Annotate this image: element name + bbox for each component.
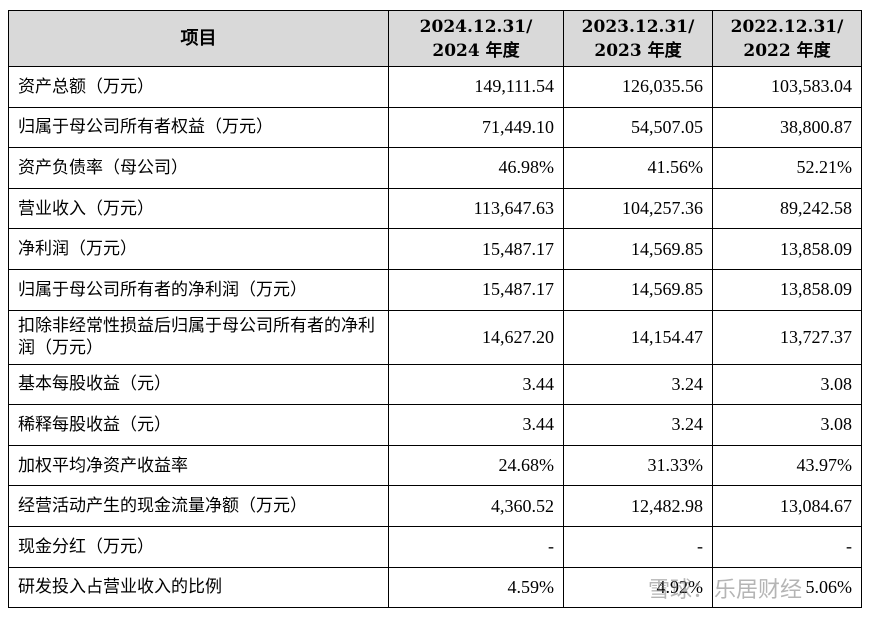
- table-row: 净利润（万元） 15,487.17 14,569.85 13,858.09: [8, 228, 862, 270]
- row-label: 资产总额（万元）: [8, 66, 389, 108]
- header-2022: 2022.12.31/2022 年度: [712, 10, 862, 67]
- row-value: 24.68%: [388, 444, 564, 487]
- table-row: 研发投入占营业收入的比例 4.59% 4.92% 5.06%: [8, 566, 862, 609]
- row-value: 71,449.10: [388, 106, 564, 149]
- row-label: 归属于母公司所有者的净利润（万元）: [8, 268, 389, 311]
- row-value: 12,482.98: [563, 485, 713, 527]
- row-value: 14,627.20: [388, 309, 564, 365]
- row-value: 13,858.09: [712, 268, 862, 311]
- row-value: 103,583.04: [712, 66, 862, 108]
- row-label: 扣除非经常性损益后归属于母公司所有者的净利润（万元）: [8, 309, 389, 365]
- row-label: 基本每股收益（元）: [8, 363, 389, 406]
- row-value: 3.08: [712, 363, 862, 406]
- row-value: 104,257.36: [563, 187, 713, 230]
- row-value: -: [712, 525, 862, 568]
- row-value: 5.06%: [712, 566, 862, 609]
- row-label: 归属于母公司所有者权益（万元）: [8, 106, 389, 149]
- row-value: 4.92%: [563, 566, 713, 609]
- table-row: 营业收入（万元） 113,647.63 104,257.36 89,242.58: [8, 187, 862, 230]
- row-label: 加权平均净资产收益率: [8, 444, 389, 487]
- row-value: 13,084.67: [712, 485, 862, 527]
- table-row: 经营活动产生的现金流量净额（万元） 4,360.52 12,482.98 13,084…: [8, 485, 862, 527]
- row-value: 52.21%: [712, 147, 862, 189]
- table-row: 资产总额（万元） 149,111.54 126,035.56 103,583.04: [8, 66, 862, 108]
- financial-indicators-table: 项目 2024.12.31/2024 年度 2023.12.31/2023 年度…: [8, 10, 862, 609]
- row-value: 149,111.54: [388, 66, 564, 108]
- row-value: 3.08: [712, 404, 862, 446]
- row-label: 经营活动产生的现金流量净额（万元）: [8, 485, 389, 527]
- header-item: 项目: [8, 10, 389, 67]
- row-value: 13,727.37: [712, 309, 862, 365]
- row-value: 3.44: [388, 404, 564, 446]
- row-label: 现金分红（万元）: [8, 525, 389, 568]
- row-value: 14,154.47: [563, 309, 713, 365]
- row-label: 资产负债率（母公司）: [8, 147, 389, 189]
- table-row: 归属于母公司所有者权益（万元） 71,449.10 54,507.05 38,800.…: [8, 106, 862, 149]
- row-value: 3.24: [563, 363, 713, 406]
- table-row: 加权平均净资产收益率 24.68% 31.33% 43.97%: [8, 444, 862, 487]
- row-label: 研发投入占营业收入的比例: [8, 566, 389, 609]
- row-value: 14,569.85: [563, 268, 713, 311]
- header-row: 项目 2024.12.31/2024 年度 2023.12.31/2023 年度…: [8, 10, 862, 67]
- row-value: 15,487.17: [388, 228, 564, 270]
- row-value: 43.97%: [712, 444, 862, 487]
- table-row: 归属于母公司所有者的净利润（万元） 15,487.17 14,569.85 13,85…: [8, 268, 862, 311]
- row-value: 3.24: [563, 404, 713, 446]
- table-row: 稀释每股收益（元） 3.44 3.24 3.08: [8, 404, 862, 446]
- row-label: 净利润（万元）: [8, 228, 389, 270]
- row-value: -: [388, 525, 564, 568]
- row-value: 126,035.56: [563, 66, 713, 108]
- row-value: 54,507.05: [563, 106, 713, 149]
- row-value: 41.56%: [563, 147, 713, 189]
- row-value: 46.98%: [388, 147, 564, 189]
- row-value: 89,242.58: [712, 187, 862, 230]
- row-value: 13,858.09: [712, 228, 862, 270]
- table-row: 基本每股收益（元） 3.44 3.24 3.08: [8, 363, 862, 406]
- row-label: 稀释每股收益（元）: [8, 404, 389, 446]
- row-value: 4,360.52: [388, 485, 564, 527]
- table-row: 资产负债率（母公司） 46.98% 41.56% 52.21%: [8, 147, 862, 189]
- row-value: 4.59%: [388, 566, 564, 609]
- row-value: 15,487.17: [388, 268, 564, 311]
- row-value: 14,569.85: [563, 228, 713, 270]
- header-2024: 2024.12.31/2024 年度: [388, 10, 564, 67]
- row-value: 113,647.63: [388, 187, 564, 230]
- row-label: 营业收入（万元）: [8, 187, 389, 230]
- row-value: 31.33%: [563, 444, 713, 487]
- table-row: 现金分红（万元） - - -: [8, 525, 862, 568]
- row-value: 3.44: [388, 363, 564, 406]
- table-row: 扣除非经常性损益后归属于母公司所有者的净利润（万元） 14,627.20 14,15…: [8, 309, 862, 365]
- header-2023: 2023.12.31/2023 年度: [563, 10, 713, 67]
- row-value: 38,800.87: [712, 106, 862, 149]
- row-value: -: [563, 525, 713, 568]
